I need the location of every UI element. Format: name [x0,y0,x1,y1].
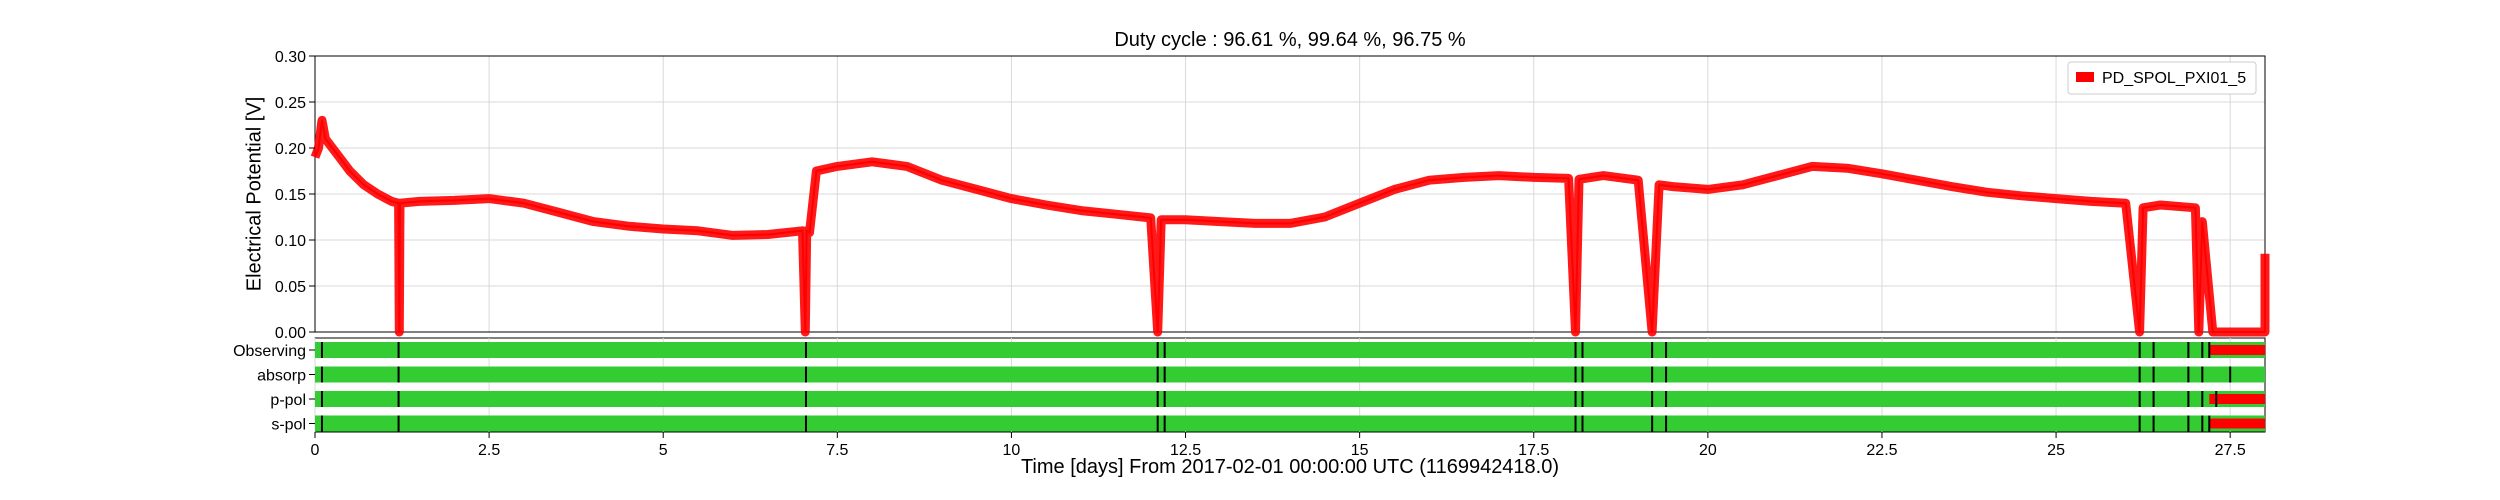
series-band [310,115,2270,337]
segment-active-bar [315,391,2265,407]
legend-swatch [2076,72,2094,82]
segment-active-bar [315,342,2265,358]
segment-row-label: p-pol [270,392,306,409]
series-line [314,119,2266,333]
x-axis-label: Time [days] From 2017-02-01 00:00:00 UTC… [1021,456,1559,478]
legend-box [2067,61,2257,95]
segment-inactive-bar [2209,394,2265,404]
x-axis-ticks: 0 2.5 5 7.5 10 12.5 15 17.5 20 22.5 25 27.5 [311,432,2246,459]
y-tick-label: 0.05 [275,279,306,296]
segment-inactive-bar [2209,345,2265,355]
legend-entry: PD_SPOL_PXI01_5 [2102,70,2246,87]
segment-inactive-bar [2209,418,2265,429]
segments-panel: Observing absorp p-pol s-pol [233,337,2266,434]
segment-row-label: absorp [257,368,306,385]
segment-row-label: s-pol [271,417,306,434]
y-tick-label: 0.15 [275,187,306,204]
y-tick-label: 0.20 [275,141,306,158]
y-tick-label: 0.10 [275,233,306,250]
x-tick-label: 22.5 [1866,442,1897,459]
x-tick-label: 20 [1699,442,1717,459]
series-lines [310,115,2270,337]
y-axis-ticks: 0.00 0.05 0.10 0.15 0.20 0.25 0.30 [275,49,315,342]
chart-title: Duty cycle : 96.61 %, 99.64 %, 96.75 % [1114,29,1466,51]
segment-row-label: Observing [233,343,306,360]
y-axis-label: Electrical Potential [V] [243,97,265,292]
x-tick-label: 2.5 [478,442,500,459]
segment-active-bar [315,415,2265,432]
x-tick-label: 7.5 [826,442,848,459]
y-tick-label: 0.25 [275,95,306,112]
x-tick-label: 15 [1351,442,1369,459]
main-plot-area: 0.00 0.05 0.10 0.15 0.20 0.25 0.30 [275,49,2270,342]
x-tick-label: 12.5 [1170,442,1201,459]
x-tick-label: 10 [1003,442,1021,459]
y-tick-label: 0.00 [275,325,306,342]
x-tick-label: 27.5 [2215,442,2246,459]
x-tick-label: 25 [2047,442,2065,459]
segment-active-bar [315,366,2265,383]
x-tick-label: 5 [659,442,668,459]
y-tick-label: 0.30 [275,49,306,66]
legend: PD_SPOL_PXI01_5 [2067,61,2257,95]
x-tick-label: 0 [311,442,320,459]
x-tick-label: 17.5 [1518,442,1549,459]
